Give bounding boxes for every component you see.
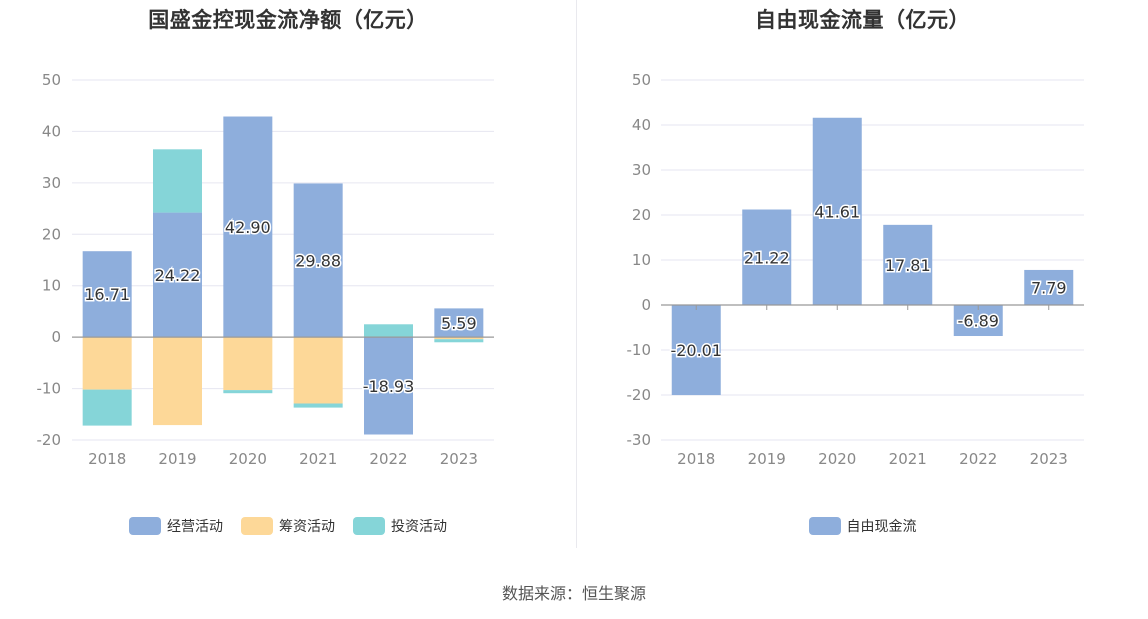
data-label: 41.61	[814, 202, 860, 221]
data-label: 21.22	[744, 248, 790, 267]
bar	[293, 183, 343, 338]
y-tick-label: 0	[641, 296, 651, 314]
data-label: 42.90	[225, 218, 271, 237]
chart-title: 国盛金控现金流净额（亿元）	[148, 8, 428, 32]
bar	[364, 324, 413, 338]
data-label: 7.79	[1031, 278, 1067, 297]
free-cashflow-chart: -30 -20 -10 0 10 20 30 40 50 -20.01 21.22 41.61 17.8…	[627, 71, 1084, 468]
x-tick-label: 2019	[158, 450, 196, 468]
bar	[742, 209, 792, 305]
y-tick-label: -30	[627, 431, 652, 449]
y-tick-label: 20	[632, 206, 651, 224]
y-tick-label: 20	[42, 225, 61, 243]
x-tick-label: 2018	[88, 450, 126, 468]
y-tick-label: 40	[632, 116, 651, 134]
x-tick-label: 2020	[818, 450, 856, 468]
y-tick-label: -20	[627, 386, 652, 404]
data-label: 5.59	[441, 314, 477, 333]
bar	[883, 224, 933, 305]
data-label: 17.81	[885, 256, 931, 275]
x-tick-label: 2023	[1030, 450, 1068, 468]
bar	[82, 337, 132, 390]
bar	[953, 305, 1003, 337]
legend-item[interactable]: 自由现金流	[808, 516, 917, 536]
y-tick-label: 50	[42, 71, 61, 89]
chart-title: 自由现金流量（亿元）	[755, 8, 970, 32]
panel-divider	[576, 0, 577, 548]
y-tick-label: 50	[632, 71, 651, 89]
y-tick-label: -20	[37, 431, 62, 449]
y-tick-label: 10	[42, 277, 61, 295]
data-label: -18.93	[363, 377, 415, 396]
x-tick-label: 2019	[748, 450, 786, 468]
data-label: 29.88	[295, 251, 341, 270]
legend-item[interactable]: 经营活动	[129, 516, 223, 536]
bar	[82, 251, 132, 338]
chart-legend: 经营活动 筹资活动 投资活动	[0, 516, 576, 536]
data-label: 16.71	[84, 285, 130, 304]
data-label: 24.22	[155, 266, 201, 285]
x-tick-label: 2022	[369, 450, 407, 468]
bar	[153, 212, 202, 338]
x-tick-label: 2021	[299, 450, 337, 468]
legend-item[interactable]: 筹资活动	[241, 516, 335, 536]
legend-swatch	[808, 517, 841, 535]
legend-label: 自由现金流	[846, 519, 917, 535]
x-tick-label: 2021	[889, 450, 927, 468]
legend-item[interactable]: 投资活动	[353, 516, 447, 536]
net-cashflow-chart-panel: 国盛金控现金流净额（亿元） -20 -10 0 10 20 30 40 50 16.71 24.2…	[0, 0, 576, 555]
y-tick-label: 40	[42, 122, 61, 140]
bar	[223, 116, 273, 338]
legend-label: 投资活动	[391, 519, 447, 535]
x-tick-label: 2020	[229, 450, 267, 468]
legend-swatch	[241, 517, 273, 535]
legend-swatch	[353, 517, 385, 535]
bar	[1024, 269, 1074, 305]
y-tick-label: -10	[37, 380, 62, 398]
data-source-note: 数据来源：恒生聚源	[501, 584, 646, 603]
bar	[434, 308, 484, 338]
x-tick-label: 2023	[440, 450, 478, 468]
chart-legend: 自由现金流	[577, 516, 1148, 536]
legend-swatch	[129, 517, 161, 535]
bar	[812, 117, 862, 305]
y-tick-label: 30	[632, 161, 651, 179]
y-tick-label: 0	[51, 328, 61, 346]
bar	[671, 305, 721, 396]
free-cashflow-chart-panel: 自由现金流量（亿元） -30 -20 -10 0 10 20 30 40 50 -20.01 21.…	[577, 0, 1148, 555]
data-label: -6.89	[958, 312, 999, 331]
y-tick-label: 10	[632, 251, 651, 269]
bar	[434, 337, 484, 340]
net-cashflow-chart: -20 -10 0 10 20 30 40 50 16.71 24.22 42.90 29.88 -18…	[37, 71, 494, 468]
bar	[364, 337, 413, 435]
bar	[223, 337, 273, 391]
x-tick-label: 2018	[677, 450, 715, 468]
bar	[223, 390, 273, 394]
bar	[82, 389, 132, 426]
bar	[434, 339, 484, 343]
bar	[153, 337, 202, 426]
x-tick-label: 2022	[959, 450, 997, 468]
bar	[293, 337, 343, 404]
y-tick-label: 30	[42, 174, 61, 192]
data-label: -20.01	[670, 341, 722, 360]
y-tick-label: -10	[627, 341, 652, 359]
legend-label: 经营活动	[167, 519, 223, 535]
legend-label: 筹资活动	[279, 519, 335, 535]
bar	[153, 149, 202, 213]
bar	[293, 403, 343, 408]
